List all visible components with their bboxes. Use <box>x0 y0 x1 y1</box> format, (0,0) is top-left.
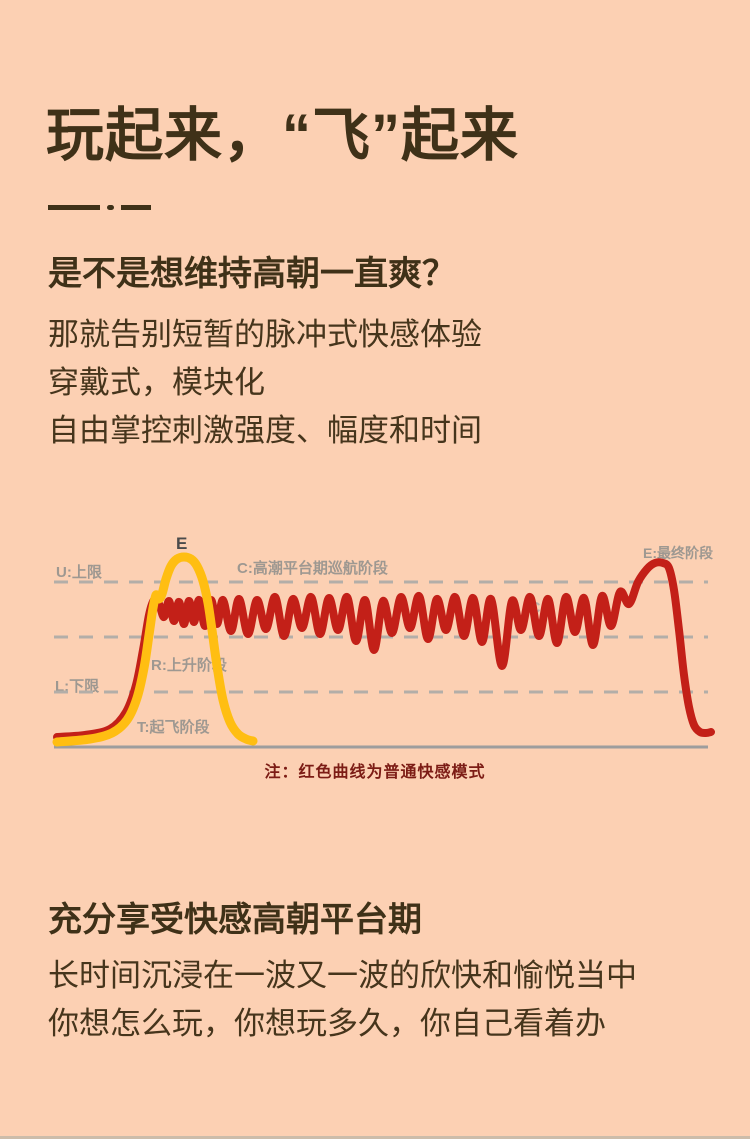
chart-label-cruise-phase: C:高潮平台期巡航阶段 <box>237 560 388 577</box>
chart-label-faint-c: C <box>529 600 541 617</box>
chart-label-rise-phase: R:上升阶段 <box>151 657 227 674</box>
page-title: 玩起来，“飞”起来 <box>46 103 520 168</box>
yellow-curve <box>52 552 258 747</box>
chart-label-peak-e: E <box>176 534 188 553</box>
divider-long-dash <box>48 205 100 210</box>
hero-body-line-2: 穿戴式，模块化 <box>48 365 265 400</box>
footer-body-line-1: 长时间沉浸在一波又一波的欣快和愉悦当中 <box>48 958 637 993</box>
chart-label-final-phase: E:最终阶段 <box>643 545 713 561</box>
title-divider <box>48 205 151 210</box>
divider-short-dash <box>121 205 151 210</box>
hero-subtitle: 是不是想维持高朝一直爽？ <box>48 255 456 293</box>
hero-body-line-3: 自由掌控刺激强度、幅度和时间 <box>48 413 482 448</box>
chart-label-takeoff-phase: T:起飞阶段 <box>137 719 210 736</box>
red-curve <box>53 558 715 741</box>
divider-dot <box>107 205 114 210</box>
chart-note: 注：红色曲线为普通快感模式 <box>264 764 486 781</box>
footer-body-line-2: 你想怎么玩，你想玩多久，你自己看着办 <box>48 1006 606 1041</box>
bottom-section-divider <box>0 1136 750 1139</box>
chart-label-upper-limit: U:上限 <box>56 564 102 581</box>
footer-body-paragraph: 长时间沉浸在一波又一波的欣快和愉悦当中 你想怎么玩，你想玩多久，你自己看着办 <box>48 952 637 1048</box>
footer-heading: 充分享受快感高朝平台期 <box>48 901 422 939</box>
hero-body-line-1: 那就告别短暂的脉冲式快感体验 <box>48 317 482 352</box>
hero-body-paragraph: 那就告别短暂的脉冲式快感体验 穿戴式，模块化 自由掌控刺激强度、幅度和时间 <box>48 311 482 455</box>
chart-label-lower-limit: L:下限 <box>55 678 100 695</box>
